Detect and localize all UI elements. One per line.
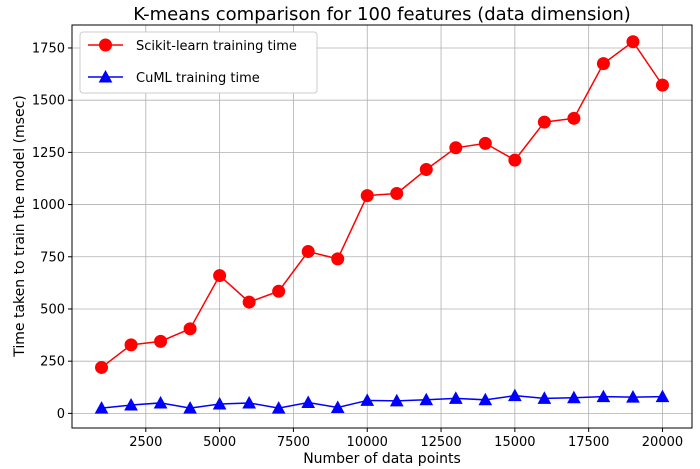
data-point-scikit [242, 295, 256, 309]
y-tick-label: 0 [57, 407, 65, 422]
data-point-scikit [331, 252, 345, 266]
x-tick-label: 17500 [568, 435, 609, 450]
data-point-scikit [183, 322, 197, 336]
data-point-cuml [330, 400, 345, 414]
y-tick-label: 1000 [32, 198, 65, 213]
data-point-scikit [655, 78, 669, 92]
y-axis-label: Time taken to train the model (msec) [12, 95, 28, 358]
data-point-cuml [360, 393, 375, 406]
data-point-cuml [567, 390, 581, 404]
data-point-scikit [596, 57, 610, 71]
x-tick-label: 20000 [642, 435, 683, 450]
data-point-scikit [95, 360, 109, 374]
data-point-cuml [478, 392, 493, 406]
x-tick-label: 10000 [347, 435, 388, 450]
data-point-cuml [537, 391, 552, 404]
data-point-cuml [153, 395, 168, 409]
data-point-scikit [213, 269, 227, 283]
legend-marker-cuml [98, 69, 113, 83]
data-point-scikit [478, 136, 492, 150]
data-point-cuml [242, 395, 256, 409]
data-point-cuml [596, 389, 611, 403]
legend-label-cuml: CuML training time [136, 71, 260, 86]
series-line-cuml [101, 394, 663, 409]
x-tick-label: 5000 [203, 435, 236, 450]
y-tick-label: 1250 [32, 146, 65, 161]
data-point-cuml [212, 396, 227, 410]
data-point-cuml [183, 401, 197, 414]
data-point-cuml [301, 395, 316, 409]
series [94, 35, 670, 414]
y-tick-label: 750 [40, 250, 65, 265]
grid [72, 25, 692, 428]
legend-label-scikit: Scikit-learn training time [136, 39, 297, 54]
y-tick-label: 250 [40, 355, 65, 370]
data-point-cuml [271, 401, 286, 414]
legend-box [79, 31, 318, 94]
x-tick-label: 15000 [494, 435, 535, 450]
data-point-scikit [567, 111, 581, 125]
data-point-scikit [154, 334, 168, 348]
x-tick-label: 2500 [129, 435, 162, 450]
data-point-cuml [626, 390, 640, 403]
data-point-cuml [448, 391, 463, 404]
data-point-scikit [419, 162, 433, 176]
x-tick-label: 12500 [420, 435, 461, 450]
legend-marker-scikit [99, 38, 112, 52]
data-point-cuml [508, 388, 522, 402]
x-axis-label: Number of data points [303, 451, 461, 467]
axis-ticks: 2500 5000 7500 10000 12500 15000 17500 20000 0 25… [32, 41, 683, 450]
plot-area [71, 24, 693, 429]
data-point-cuml [419, 392, 434, 406]
data-point-scikit [626, 35, 640, 49]
data-point-scikit [360, 189, 374, 203]
chart-title: K-means comparison for 100 features (dat… [133, 4, 631, 25]
y-tick-label: 1500 [32, 94, 65, 109]
legend: Scikit-learn training time CuML training… [79, 31, 318, 94]
data-point-scikit [508, 153, 522, 167]
data-point-cuml [124, 397, 138, 411]
data-point-scikit [272, 284, 286, 298]
data-point-cuml [655, 389, 670, 403]
data-point-scikit [537, 115, 551, 129]
data-point-scikit [449, 141, 463, 155]
data-point-cuml [389, 393, 404, 407]
data-point-scikit [124, 338, 138, 352]
x-tick-label: 7500 [277, 435, 310, 450]
data-point-scikit [301, 245, 315, 259]
data-point-cuml [94, 401, 109, 414]
y-tick-label: 500 [40, 302, 65, 317]
data-point-scikit [390, 187, 404, 201]
y-tick-label: 1750 [32, 41, 65, 56]
